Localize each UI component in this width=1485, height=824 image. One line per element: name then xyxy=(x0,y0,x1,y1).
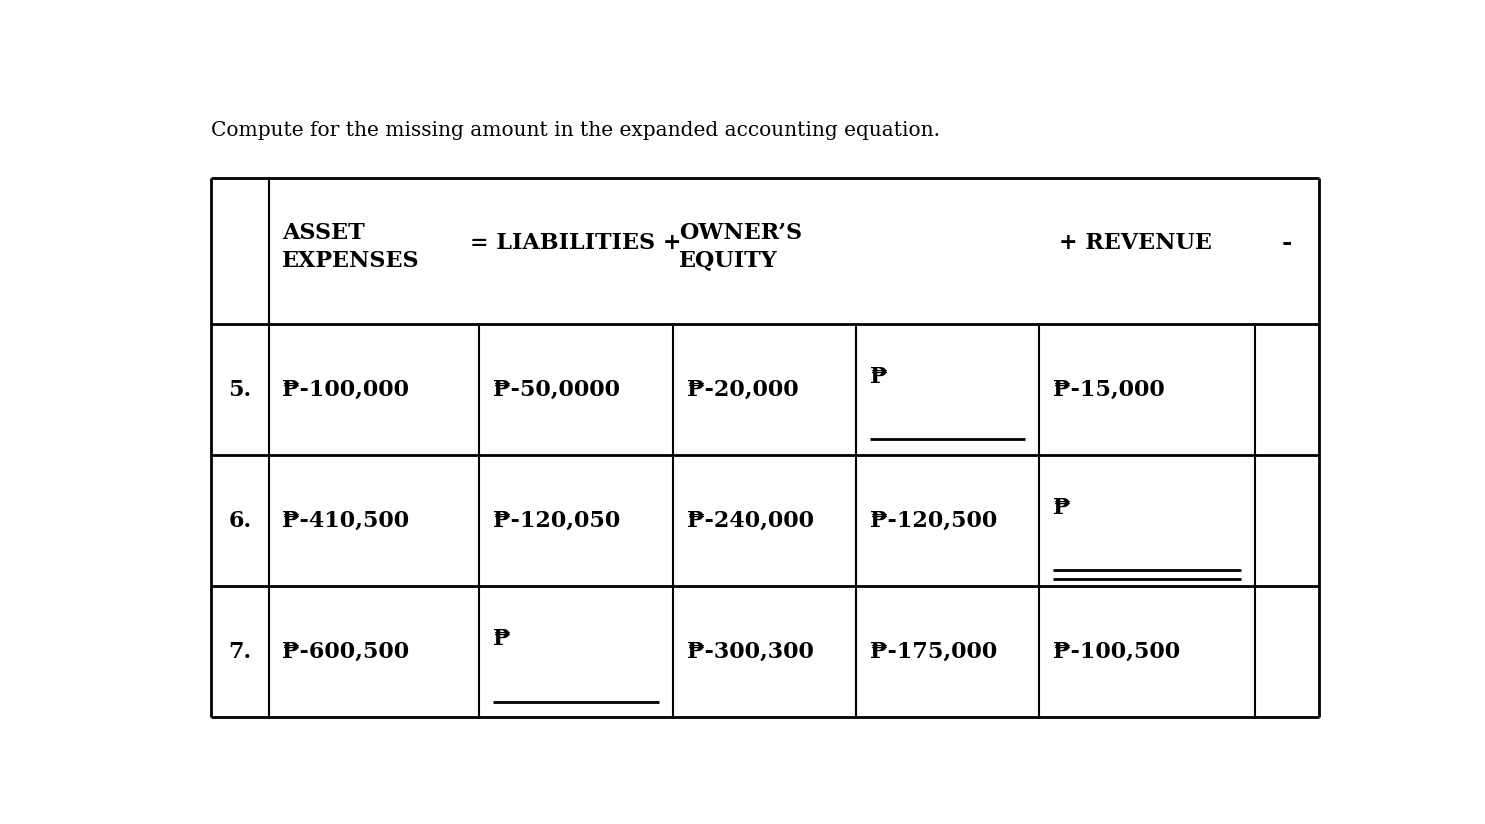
Text: ₱-175,000: ₱-175,000 xyxy=(870,641,996,662)
Text: ₱-100,500: ₱-100,500 xyxy=(1053,641,1179,662)
Text: ₱-50,0000: ₱-50,0000 xyxy=(493,378,619,400)
Text: ₱-600,500: ₱-600,500 xyxy=(282,641,410,662)
Text: Compute for the missing amount in the expanded accounting equation.: Compute for the missing amount in the ex… xyxy=(211,121,940,140)
Text: 5.: 5. xyxy=(229,378,251,400)
Text: ₱: ₱ xyxy=(1053,497,1071,519)
Text: ₱-410,500: ₱-410,500 xyxy=(282,510,410,531)
Text: ₱-300,300: ₱-300,300 xyxy=(688,641,814,662)
Text: ₱-15,000: ₱-15,000 xyxy=(1053,378,1164,400)
Text: ₱: ₱ xyxy=(870,366,887,388)
Text: ₱-240,000: ₱-240,000 xyxy=(688,510,814,531)
Text: 6.: 6. xyxy=(229,510,251,531)
Text: ₱-20,000: ₱-20,000 xyxy=(688,378,799,400)
Text: ₱: ₱ xyxy=(493,628,511,650)
Text: ₱-120,050: ₱-120,050 xyxy=(493,510,621,531)
Text: OWNER’S: OWNER’S xyxy=(679,222,802,244)
Text: -: - xyxy=(1282,231,1292,255)
Text: EQUITY: EQUITY xyxy=(679,250,778,272)
Text: ₱-100,000: ₱-100,000 xyxy=(282,378,410,400)
Text: + REVENUE: + REVENUE xyxy=(1059,232,1212,254)
Text: ASSET: ASSET xyxy=(282,222,365,244)
Text: = LIABILITIES +: = LIABILITIES + xyxy=(471,232,682,254)
Text: EXPENSES: EXPENSES xyxy=(282,250,420,272)
Text: ₱-120,500: ₱-120,500 xyxy=(870,510,996,531)
Text: 7.: 7. xyxy=(229,641,251,662)
